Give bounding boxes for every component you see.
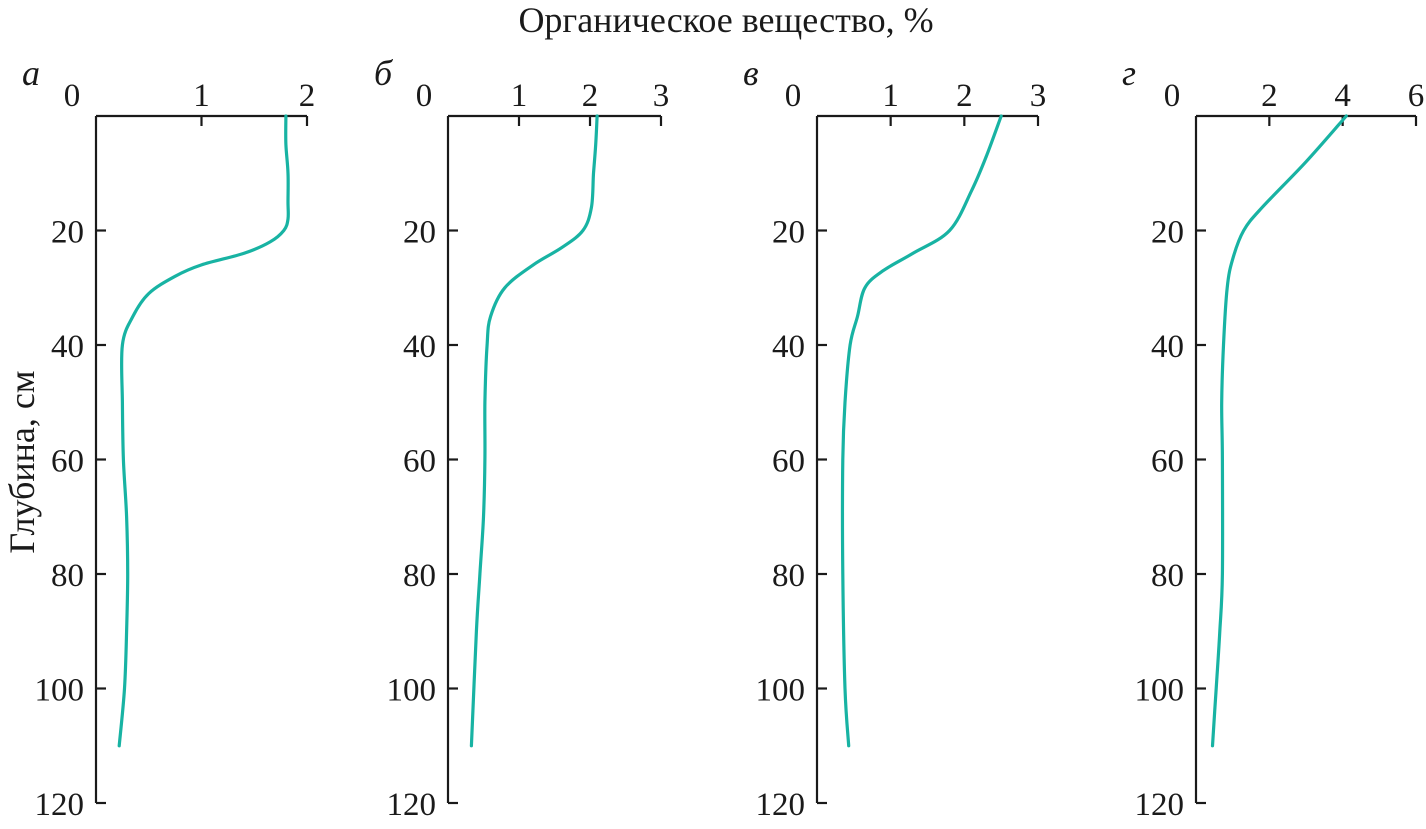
y-tick-label: 100 [756,673,806,709]
x-tick-label: 4 [1334,78,1351,114]
x-tick-label: 3 [653,78,670,114]
y-tick-label: 40 [772,329,805,365]
y-tick-label: 80 [772,558,805,594]
panel-3: г0 2 4 6 20 40 60 80 100 120 [1122,53,1424,823]
panel-letter: б [374,53,394,93]
y-tick-label: 20 [51,215,84,251]
x-tick-label: 0 [416,78,433,114]
chart-title: Органическое вещество, % [518,0,933,40]
x-tick-label: 2 [1261,78,1278,114]
y-tick-label: 80 [1151,558,1184,594]
y-tick-label: 60 [51,444,84,480]
x-tick-label: 2 [582,78,599,114]
y-tick-label: 100 [387,673,437,709]
y-tick-label: 120 [35,787,85,823]
x-tick-label: 0 [64,78,81,114]
y-tick-label: 100 [1135,673,1185,709]
panel-letter: г [1122,53,1136,93]
organic-matter-curve [469,114,599,748]
x-tick-label: 1 [511,78,528,114]
panel-letter: а [22,53,40,93]
y-tick-label: 40 [1151,329,1184,365]
y-tick-label: 80 [403,558,436,594]
x-tick-label: 6 [1408,78,1425,114]
x-tick-label: 2 [956,78,973,114]
panel-2: в0 1 2 3 20 40 60 80 100 120 [743,53,1046,823]
y-tick-label: 80 [51,558,84,594]
y-tick-label: 60 [772,444,805,480]
panel-1: б0 1 2 3 20 40 60 80 100 120 [374,53,669,823]
y-tick-label: 100 [35,673,85,709]
y-tick-label: 60 [403,444,436,480]
organic-matter-curve [840,114,1003,748]
y-tick-label: 120 [756,787,806,823]
y-tick-label: 60 [1151,444,1184,480]
x-tick-label: 2 [299,78,316,114]
x-tick-label: 1 [193,78,210,114]
organic-matter-curve [1210,114,1348,748]
y-axis-label: Глубина, см [2,370,42,553]
panel-letter: в [743,53,759,93]
panel-0: а0 1 2 20 40 60 80 100 120 [22,53,315,823]
x-tick-label: 3 [1030,78,1047,114]
y-tick-label: 40 [403,329,436,365]
x-tick-label: 1 [882,78,899,114]
y-tick-label: 120 [387,787,437,823]
y-tick-label: 20 [1151,215,1184,251]
y-tick-label: 40 [51,329,84,365]
x-tick-label: 0 [785,78,802,114]
y-tick-label: 20 [772,215,805,251]
y-tick-label: 120 [1135,787,1185,823]
x-tick-label: 0 [1164,78,1181,114]
organic-matter-curve [117,114,290,748]
y-tick-label: 20 [403,215,436,251]
